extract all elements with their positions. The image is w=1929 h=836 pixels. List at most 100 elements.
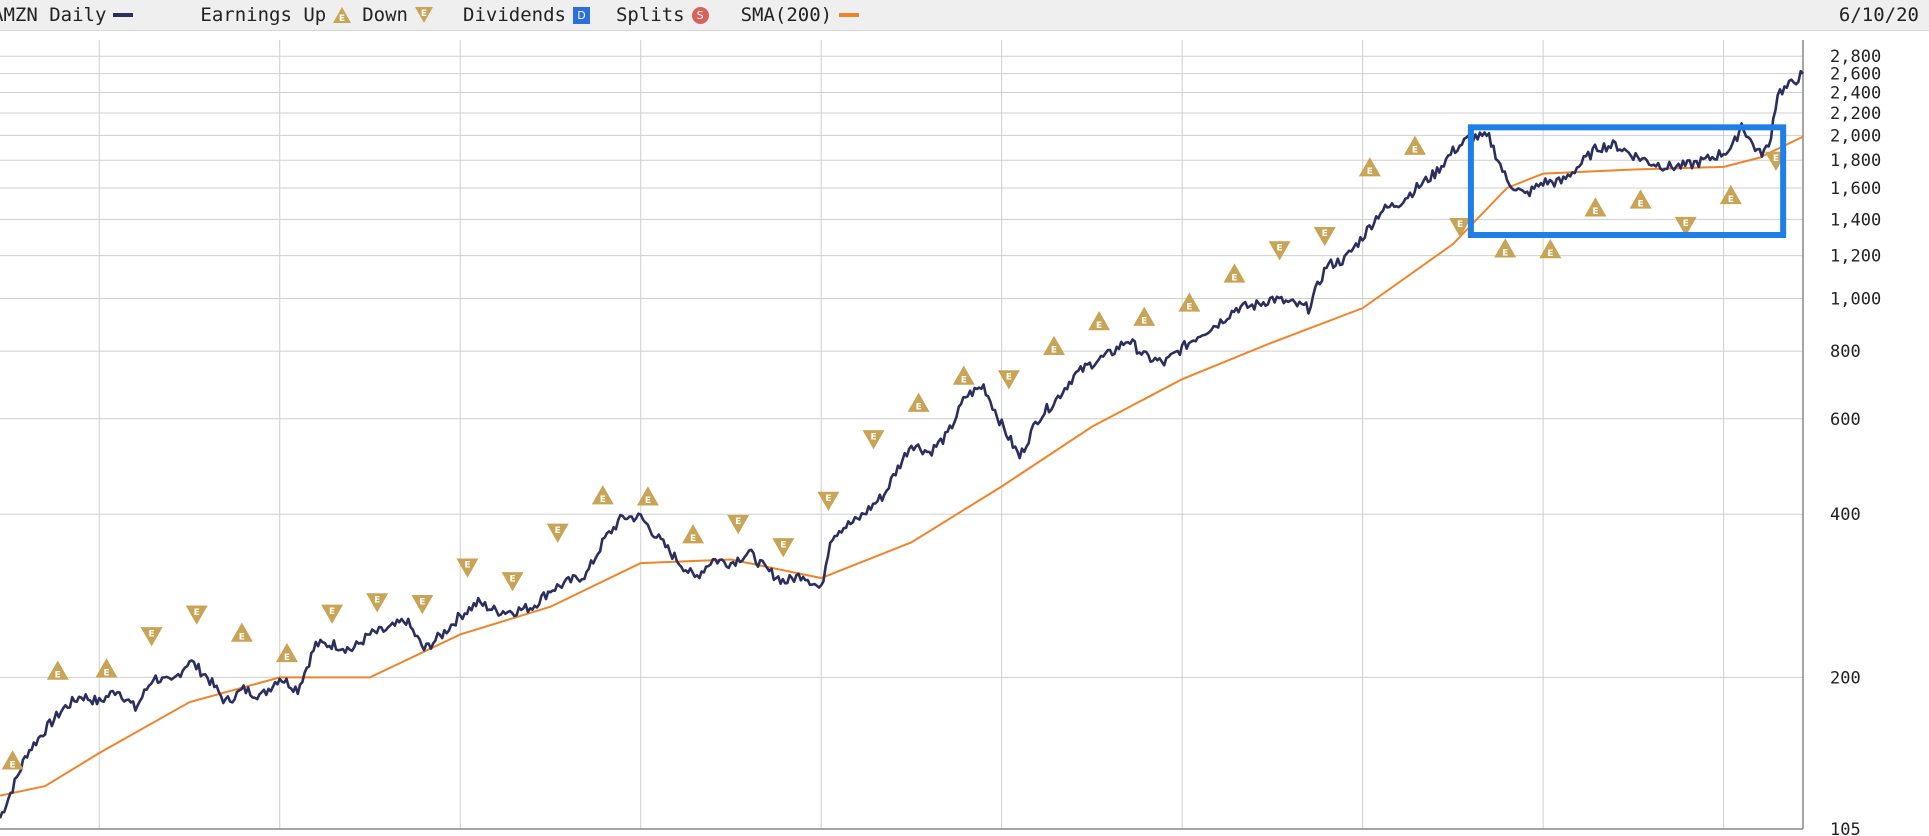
vertical-gridlines	[98, 40, 1725, 829]
earnings-glyph: E	[1051, 346, 1057, 356]
earnings-glyph: E	[1006, 373, 1012, 383]
earnings-glyph: E	[10, 760, 16, 770]
earnings-triangle	[501, 572, 524, 592]
earnings-up-marker: E	[952, 365, 975, 386]
sma-label: SMA(200)	[740, 4, 833, 26]
earnings-triangle	[1358, 157, 1381, 177]
legend-sma: SMA(200)	[741, 4, 860, 26]
y-tick-label: 1,400	[1830, 210, 1881, 230]
legend-earnings-up: Earnings Up E	[200, 4, 352, 26]
y-tick-label: 1,600	[1830, 179, 1881, 199]
earnings-triangle	[366, 593, 389, 613]
earnings-glyph: E	[1637, 199, 1643, 209]
earnings-triangle	[1494, 238, 1517, 258]
earnings-glyph: E	[555, 526, 561, 536]
legend-splits: Splits S	[616, 4, 709, 26]
earnings-up-marker: E	[230, 622, 253, 642]
earnings-glyph: E	[1186, 302, 1192, 312]
svg-text:E: E	[421, 9, 427, 19]
earnings-up-marker: E	[275, 642, 298, 663]
earnings-up-marker: E	[1358, 157, 1381, 177]
price-layer	[0, 69, 1804, 819]
earnings-triangle	[907, 392, 930, 412]
chart-date: 6/10/20	[1838, 4, 1919, 26]
earnings-triangle	[1539, 239, 1562, 259]
sma-line-swatch	[839, 13, 860, 17]
earnings-triangle	[1043, 335, 1066, 355]
earnings-triangle	[1178, 292, 1201, 312]
earnings-down-marker: E	[1674, 216, 1697, 237]
earnings-down-marker: E	[772, 538, 795, 558]
legend-bar: AMZN Daily Earnings Up E Down E Dividend…	[0, 0, 1929, 31]
earnings-glyph: E	[464, 561, 470, 571]
earnings-up-marker: E	[1, 750, 24, 770]
earnings-triangle	[1584, 197, 1607, 217]
earnings-glyph: E	[1547, 249, 1553, 259]
earnings-glyph: E	[1773, 154, 1779, 164]
earnings-triangle	[546, 523, 569, 543]
earnings-glyph: E	[103, 668, 109, 678]
earnings-up-marker: E	[1043, 335, 1066, 356]
earnings-triangle	[456, 558, 479, 578]
earnings-down-marker: E	[727, 514, 750, 535]
earnings-up-marker: E	[1719, 184, 1742, 205]
earnings-glyph: E	[735, 517, 741, 527]
earnings-triangle	[1223, 263, 1246, 283]
earnings-glyph: E	[1277, 243, 1283, 253]
sma-layer	[0, 135, 1804, 797]
earnings-triangle	[95, 658, 118, 678]
earnings-glyph: E	[1231, 273, 1237, 283]
earnings-glyph: E	[1367, 167, 1373, 177]
earnings-up-marker: E	[1629, 189, 1652, 209]
earnings-down-marker: E	[862, 430, 885, 450]
earnings-down-marker: E	[1449, 217, 1472, 238]
earnings-down-marker: E	[817, 491, 840, 511]
earnings-up-label: Earnings Up	[200, 4, 327, 26]
earnings-up-marker: E	[1223, 263, 1246, 283]
earnings-triangle	[952, 365, 975, 385]
earnings-triangle	[275, 642, 298, 663]
earnings-glyph: E	[55, 671, 61, 681]
earnings-down-marker: E	[456, 558, 479, 578]
highlight-box	[1467, 124, 1787, 239]
y-tick-label: 2,800	[1830, 47, 1881, 67]
earnings-down-label: Down	[362, 4, 408, 26]
earnings-glyph: E	[1502, 248, 1508, 258]
earnings-triangle	[862, 430, 885, 450]
earnings-triangle	[1133, 306, 1156, 326]
earnings-up-marker: E	[1088, 311, 1111, 331]
earnings-glyph: E	[870, 432, 876, 442]
earnings-up-marker: E	[591, 485, 614, 505]
earnings-glyph: E	[1592, 207, 1598, 217]
splits-label: Splits	[615, 4, 685, 26]
earnings-triangle	[46, 660, 69, 680]
earnings-glyph: E	[149, 629, 155, 639]
earnings-down-marker: E	[501, 572, 524, 592]
svg-text:E: E	[339, 14, 345, 24]
earnings-up-marker: E	[46, 660, 69, 681]
earnings-glyph: E	[600, 495, 606, 505]
y-tick-label: 1,200	[1830, 247, 1881, 267]
earnings-down-marker: E	[366, 593, 389, 613]
earnings-down-marker: E	[185, 605, 208, 625]
earnings-triangle	[230, 622, 253, 642]
horizontal-gridlines	[0, 55, 1803, 830]
earnings-glyph: E	[780, 540, 786, 550]
earnings-triangle	[185, 605, 208, 625]
earnings-glyph: E	[194, 608, 200, 618]
earnings-triangle	[1313, 226, 1336, 247]
earnings-triangle	[1088, 311, 1111, 331]
earnings-up-marker: E	[1403, 135, 1426, 156]
highlight-layer	[1467, 124, 1787, 239]
earnings-down-marker: E	[1313, 226, 1336, 247]
earnings-glyph: E	[1457, 220, 1463, 230]
earnings-glyph: E	[509, 574, 515, 584]
earnings-triangle	[772, 538, 795, 558]
earnings-glyph: E	[825, 494, 831, 504]
earnings-glyph: E	[1322, 229, 1328, 239]
y-tick-label: 800	[1830, 342, 1861, 362]
dividends-label: Dividends	[463, 4, 566, 26]
ticker-label: AMZN Daily	[0, 4, 107, 26]
y-tick-label: 400	[1830, 505, 1861, 525]
